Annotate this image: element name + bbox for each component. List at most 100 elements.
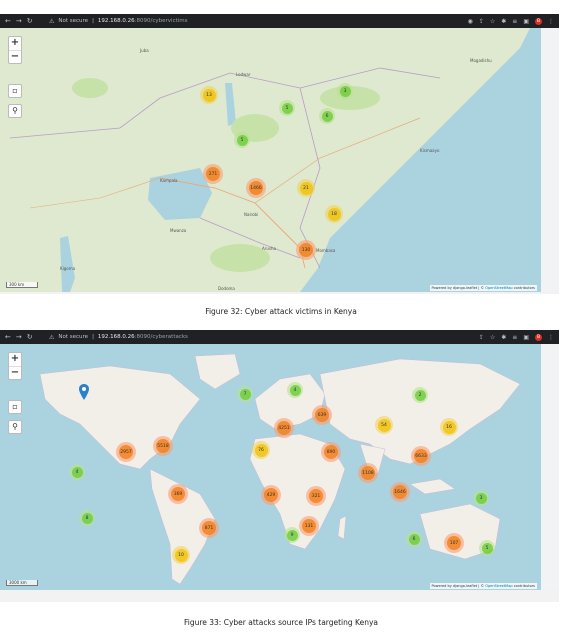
browser-toolbar: ← → ↻ ⚠ Not secure | 192.168.0.26:8090/c… bbox=[0, 330, 559, 344]
reload-icon[interactable]: ↻ bbox=[26, 333, 33, 341]
marker-cluster[interactable]: 6 bbox=[406, 531, 422, 547]
extensions-icon[interactable]: ✱ bbox=[501, 333, 507, 341]
zoom-out-button[interactable]: − bbox=[9, 50, 21, 62]
place-label: Juba bbox=[140, 48, 149, 53]
place-label: Arusha bbox=[262, 246, 276, 251]
security-label: Not secure bbox=[58, 334, 89, 340]
media-icon[interactable]: ≡ bbox=[512, 17, 518, 25]
map-attribution: Powered by django-leaflet | © OpenStreet… bbox=[429, 285, 537, 291]
marker-cluster[interactable]: 7 bbox=[237, 386, 253, 402]
marker-cluster[interactable]: 6 bbox=[319, 108, 335, 124]
url-path: :8090/cybervictims bbox=[134, 18, 188, 24]
marker-cluster[interactable]: 1646 bbox=[390, 482, 410, 502]
zoom-in-button[interactable]: + bbox=[10, 353, 20, 364]
avatar[interactable]: B bbox=[535, 17, 542, 25]
marker-cluster[interactable]: 429 bbox=[261, 485, 281, 505]
sidepanel-icon[interactable]: ▣ bbox=[523, 333, 529, 341]
warning-icon: ⚠ bbox=[49, 17, 55, 25]
marker-cluster[interactable]: 271 bbox=[203, 164, 223, 184]
marker-cluster[interactable]: 369 bbox=[168, 484, 188, 504]
figure-33-caption: Figure 33: Cyber attacks source IPs targ… bbox=[183, 618, 378, 627]
media-icon[interactable]: ≡ bbox=[512, 333, 518, 341]
marker-cluster[interactable]: 4251 bbox=[274, 418, 294, 438]
victims-map[interactable]: Kampala Nairobi Mombasa Kismaayo Arusha … bbox=[0, 28, 541, 292]
zoom-control: + − bbox=[8, 36, 22, 64]
menu-icon[interactable]: ⋮ bbox=[548, 17, 554, 25]
lake-victoria bbox=[148, 168, 212, 220]
marker-cluster[interactable]: 5 bbox=[479, 540, 495, 556]
map-background bbox=[9, 28, 541, 292]
place-label: Dodoma bbox=[218, 286, 235, 291]
security-label: Not secure bbox=[58, 18, 89, 24]
forward-icon[interactable]: → bbox=[15, 333, 22, 341]
place-label: Lodwar bbox=[236, 72, 251, 77]
marker-cluster[interactable]: 4 bbox=[69, 464, 85, 480]
victims-map-screenshot: ← → ↻ ⚠ Not secure | 192.168.0.26:8090/c… bbox=[0, 14, 559, 294]
marker-cluster[interactable]: 9 bbox=[284, 527, 300, 543]
place-label: Nairobi bbox=[244, 212, 259, 217]
marker-cluster[interactable]: 13 bbox=[200, 86, 218, 104]
fullscreen-button[interactable]: ▫ bbox=[8, 400, 22, 414]
share-icon[interactable]: ⇪ bbox=[478, 333, 484, 341]
locate-button[interactable]: ⚲ bbox=[8, 420, 22, 434]
marker-cluster[interactable]: 871 bbox=[199, 518, 219, 538]
back-icon[interactable]: ← bbox=[5, 17, 11, 25]
reload-icon[interactable]: ↻ bbox=[26, 17, 33, 25]
marker-cluster[interactable]: 54 bbox=[375, 416, 393, 434]
place-label: Kismaayo bbox=[420, 148, 440, 153]
marker-cluster[interactable]: 1466 bbox=[246, 178, 266, 198]
star-icon[interactable]: ☆ bbox=[489, 333, 496, 341]
place-label: Kigoma bbox=[60, 266, 76, 271]
map-attribution: Powered by django-leaflet | © OpenStreet… bbox=[429, 583, 537, 589]
location-pin-icon[interactable] bbox=[79, 384, 89, 400]
sidepanel-icon[interactable]: ▣ bbox=[523, 17, 529, 25]
scale-bar: 300 km bbox=[6, 282, 38, 288]
marker-cluster[interactable]: 131 bbox=[299, 516, 319, 536]
share-icon[interactable]: ⇪ bbox=[478, 17, 484, 25]
marker-cluster[interactable]: 18 bbox=[325, 205, 343, 223]
extensions-icon[interactable]: ✱ bbox=[501, 17, 507, 25]
fullscreen-button[interactable]: ▫ bbox=[8, 84, 22, 98]
marker-cluster[interactable]: 3 bbox=[473, 490, 489, 506]
place-label: Mombasa bbox=[316, 248, 336, 253]
marker-cluster[interactable]: 107 bbox=[444, 533, 464, 553]
figure-32-caption: Figure 32: Cyber attack victims in Kenya bbox=[205, 307, 357, 316]
marker-cluster[interactable]: 8 bbox=[79, 510, 95, 526]
star-icon[interactable]: ☆ bbox=[489, 17, 496, 25]
marker-cluster[interactable]: 3 bbox=[337, 83, 353, 99]
marker-cluster[interactable]: 10 bbox=[172, 546, 190, 564]
marker-cluster[interactable]: 5518 bbox=[153, 436, 173, 456]
eye-icon[interactable]: ◉ bbox=[467, 17, 473, 25]
osm-link[interactable]: OpenStreetMap bbox=[485, 584, 513, 588]
attacks-world-map[interactable]: + − ▫ ⚲ 7 4 2 639 4251 54 16 2957 5518 7… bbox=[0, 344, 541, 590]
address-bar[interactable]: ⚠ Not secure | 192.168.0.26:8090/cyberat… bbox=[49, 333, 188, 341]
warning-icon: ⚠ bbox=[49, 333, 55, 341]
marker-cluster[interactable]: 2957 bbox=[116, 442, 136, 462]
menu-icon[interactable]: ⋮ bbox=[548, 333, 554, 341]
marker-cluster[interactable]: 16 bbox=[440, 418, 458, 436]
zoom-in-button[interactable]: + bbox=[10, 37, 20, 48]
marker-cluster[interactable]: 5 bbox=[279, 100, 295, 116]
locate-button[interactable]: ⚲ bbox=[8, 104, 22, 118]
marker-cluster[interactable]: 76 bbox=[252, 441, 270, 459]
marker-cluster[interactable]: 130 bbox=[296, 240, 316, 260]
forward-icon[interactable]: → bbox=[15, 17, 22, 25]
marker-cluster[interactable]: 6633 bbox=[411, 446, 431, 466]
zoom-out-button[interactable]: − bbox=[9, 366, 21, 378]
marker-cluster[interactable]: 890 bbox=[321, 442, 341, 462]
marker-cluster[interactable]: 2 bbox=[412, 387, 428, 403]
marker-cluster[interactable]: 21 bbox=[297, 179, 315, 197]
osm-link[interactable]: OpenStreetMap bbox=[485, 286, 513, 290]
marker-cluster[interactable]: 321 bbox=[306, 486, 326, 506]
marker-cluster[interactable]: 639 bbox=[312, 405, 332, 425]
url-host: 192.168.0.26 bbox=[97, 334, 135, 340]
marker-cluster[interactable]: 4 bbox=[287, 382, 303, 398]
avatar[interactable]: B bbox=[535, 333, 542, 341]
marker-cluster[interactable]: 5 bbox=[234, 132, 250, 148]
marker-cluster[interactable]: 1108 bbox=[358, 463, 378, 483]
page-scroll-area bbox=[541, 344, 559, 590]
url-host: 192.168.0.26 bbox=[97, 18, 135, 24]
place-label: Mwanza bbox=[170, 228, 187, 233]
back-icon[interactable]: ← bbox=[5, 333, 11, 341]
address-bar[interactable]: ⚠ Not secure | 192.168.0.26:8090/cybervi… bbox=[49, 17, 188, 25]
